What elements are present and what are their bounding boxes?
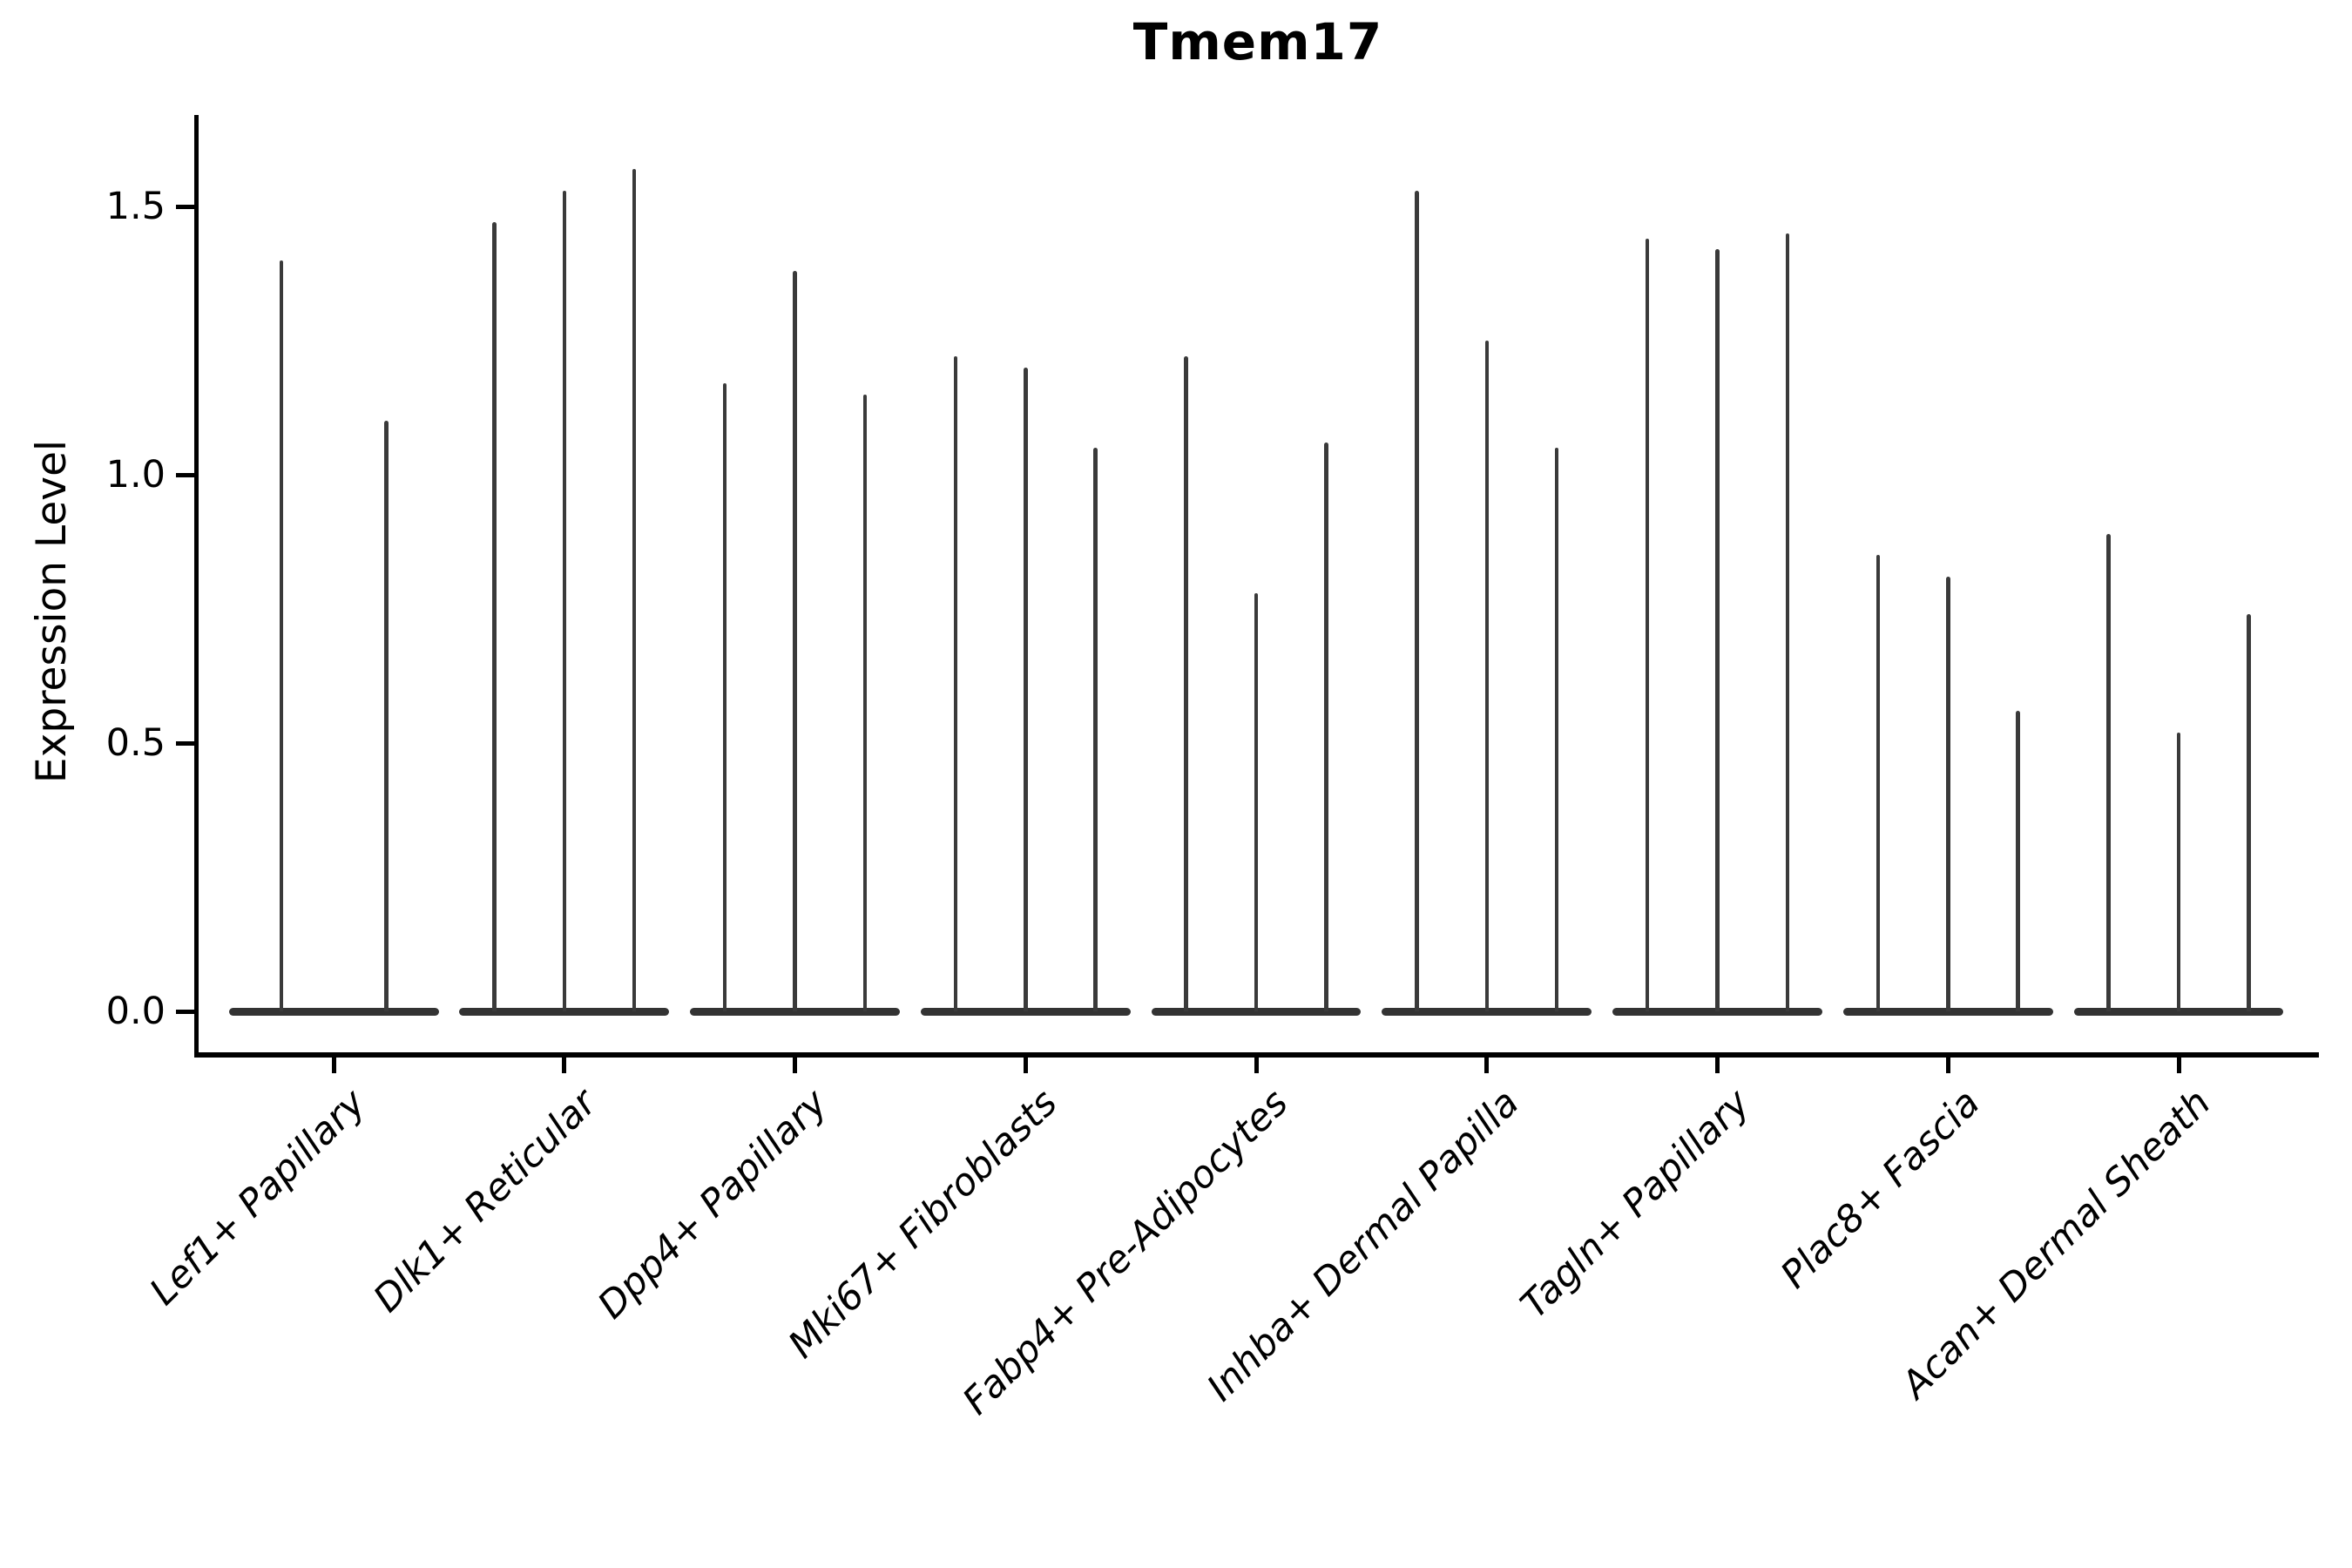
violin-base: [1983, 1007, 2053, 1016]
x-tick-label: Dpp4+ Papillary: [589, 1081, 836, 1328]
x-tick-mark: [793, 1056, 797, 1073]
violin-base: [228, 1007, 334, 1016]
violin-base: [1060, 1007, 1131, 1016]
violin-spike: [1324, 443, 1328, 1011]
x-tick-label: Inhba+ Dermal Papilla: [1199, 1081, 1528, 1410]
violin-base: [2073, 1007, 2144, 1016]
x-tick-label: Plac8+ Fascia: [1773, 1081, 1989, 1297]
x-tick-mark: [1715, 1056, 1720, 1073]
violin-base: [459, 1007, 530, 1016]
x-tick-label: Fabp4+ Pre-Adipocytes: [954, 1081, 1297, 1423]
violin-spike: [793, 270, 797, 1011]
chart-title: Tmem17: [1132, 12, 1383, 71]
x-tick-label: Dlk1+ Reticular: [365, 1081, 605, 1321]
y-tick-label: 0.5: [105, 721, 166, 765]
x-tick-mark: [1945, 1056, 1950, 1073]
violin-spike: [2176, 732, 2181, 1011]
x-tick-label: Mki67+ Fibroblasts: [780, 1081, 1066, 1367]
violin-spike: [1946, 577, 1950, 1011]
violin-spike: [2247, 614, 2251, 1011]
violin-spike: [1254, 592, 1259, 1011]
violin-base: [1612, 1007, 1683, 1016]
violin-base: [2213, 1007, 2284, 1016]
violin-spike: [632, 168, 637, 1011]
violin-base: [1752, 1007, 1822, 1016]
violin-spike: [1093, 448, 1098, 1011]
violin-spike: [1645, 238, 1650, 1011]
x-tick-mark: [1484, 1056, 1490, 1073]
violin-spike: [562, 190, 566, 1011]
y-axis-spine: [194, 115, 199, 1057]
violin-base: [1451, 1007, 1522, 1016]
violin-base: [1382, 1007, 1452, 1016]
x-tick-label: Acan+ Dermal Sheath: [1893, 1081, 2220, 1408]
violin-spike: [2016, 711, 2020, 1011]
x-tick-mark: [1254, 1056, 1259, 1073]
violin-spike: [279, 260, 283, 1011]
violin-base: [920, 1007, 991, 1016]
violin-base: [334, 1007, 439, 1016]
x-tick-mark: [2176, 1056, 2181, 1073]
violin-spike: [1876, 555, 1881, 1011]
violin-spike: [1024, 367, 1028, 1011]
violin-base: [1521, 1007, 1592, 1016]
violin-spike: [1484, 341, 1489, 1011]
x-tick-label: Tagln+ Papillary: [1511, 1081, 1759, 1328]
y-tick-mark: [176, 740, 195, 746]
y-tick-label: 0.0: [105, 990, 166, 1033]
x-tick-mark: [331, 1056, 336, 1073]
violin-base: [690, 1007, 760, 1016]
violin-spike: [1554, 448, 1559, 1011]
y-tick-mark: [176, 472, 195, 477]
violin-base: [1682, 1007, 1753, 1016]
violin-base: [1913, 1007, 1984, 1016]
violin-spike: [492, 222, 497, 1011]
violin-spike: [1785, 233, 1790, 1011]
violin-base: [529, 1007, 599, 1016]
violin-spike: [2106, 533, 2111, 1011]
x-axis-spine: [194, 1052, 2319, 1058]
y-tick-label: 1.0: [105, 453, 166, 497]
violin-base: [1220, 1007, 1292, 1016]
violin-base: [1151, 1007, 1221, 1016]
violin-spike: [722, 383, 727, 1011]
violin-base: [598, 1007, 670, 1016]
violin-base: [760, 1007, 830, 1016]
y-tick-mark: [176, 1009, 195, 1014]
violin-spike: [1415, 190, 1419, 1011]
x-tick-mark: [562, 1056, 567, 1073]
violin-base: [1291, 1007, 1362, 1016]
x-tick-mark: [1023, 1056, 1028, 1073]
violin-spike: [1715, 249, 1720, 1011]
violin-base: [990, 1007, 1061, 1016]
violin-spike: [1184, 356, 1188, 1011]
violin-spike: [953, 356, 958, 1011]
violin-base: [829, 1007, 900, 1016]
y-axis-label: Expression Level: [28, 439, 76, 784]
y-tick-label: 1.5: [105, 185, 166, 228]
y-tick-mark: [176, 204, 195, 209]
violin-spike: [384, 421, 389, 1011]
violin-spike: [862, 394, 868, 1011]
violin-base: [1842, 1007, 1914, 1016]
violin-base: [2143, 1007, 2214, 1016]
